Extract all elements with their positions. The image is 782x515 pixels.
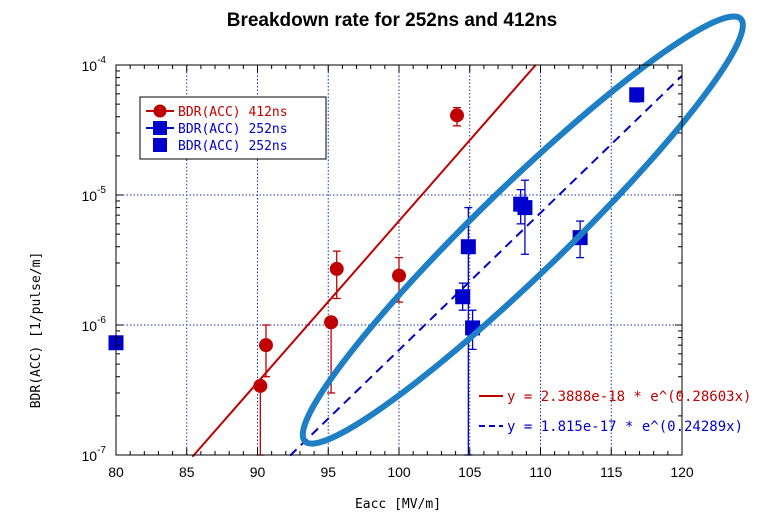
chart-title: Breakdown rate for 252ns and 412ns — [227, 10, 558, 31]
fit-line — [191, 64, 537, 458]
data-point-412ns — [329, 261, 344, 276]
y-tick-label: 10-4 — [82, 55, 107, 74]
y-tick-base: 10 — [82, 448, 98, 464]
highlight-ellipse — [299, 13, 746, 447]
x-tick-label: 105 — [458, 464, 482, 480]
data-point-412ns — [258, 338, 273, 353]
y-tick-label: 10-5 — [82, 185, 107, 204]
legend-marker — [153, 138, 167, 152]
x-tick-label: 80 — [108, 464, 124, 480]
y-tick-exponent: -7 — [97, 445, 106, 456]
legend-label: BDR(ACC) 412ns — [178, 105, 288, 120]
data-point-412ns — [392, 268, 406, 283]
data-point-412ns — [324, 315, 339, 330]
x-tick-label: 115 — [600, 464, 623, 480]
y-tick-base: 10 — [82, 188, 98, 204]
y-tick-exponent: -5 — [97, 185, 106, 196]
x-tick-label: 85 — [179, 464, 195, 480]
legend-label: BDR(ACC) 252ns — [178, 139, 288, 154]
data-point-412ns — [450, 108, 465, 123]
legend-marker — [153, 104, 167, 118]
y-tick-base: 10 — [82, 318, 98, 334]
legend-marker — [153, 121, 167, 135]
x-tick-label: 110 — [529, 464, 552, 480]
y-tick-label: 10-6 — [82, 315, 107, 334]
x-tick-label: 120 — [670, 464, 694, 480]
highlight-ellipse-shape — [299, 13, 746, 447]
fit-lines — [191, 64, 683, 458]
x-tick-label: 100 — [387, 464, 411, 480]
fit-equations: y = 2.3888e-18 * e^(0.28603x) y = 1.815e-… — [479, 389, 751, 435]
y-tick-base: 10 — [82, 58, 98, 74]
fit-equation: y = 1.815e-17 * e^(0.24289x) — [507, 419, 743, 435]
legend-label: BDR(ACC) 252ns — [178, 122, 288, 137]
x-tick-label: 95 — [320, 464, 336, 480]
data-point-252ns — [455, 289, 471, 305]
x-tick-label: 90 — [250, 464, 266, 480]
y-tick-exponent: -6 — [97, 315, 106, 326]
fit-line — [289, 75, 683, 457]
data-point-412ns — [253, 378, 268, 393]
y-axis-label: BDR(ACC) [1/pulse/m] — [29, 252, 44, 409]
data-point-252ns — [517, 200, 533, 216]
legend: BDR(ACC) 412ns BDR(ACC) 252ns BDR(ACC) 252… — [139, 96, 327, 160]
plot-frame — [115, 64, 683, 456]
data-point-252ns — [460, 239, 476, 255]
y-tick-label: 10-7 — [82, 445, 107, 464]
y-tick-exponent: -4 — [97, 55, 106, 66]
data-point-252ns — [629, 87, 645, 103]
x-axis-label: Eacc [MV/m] — [355, 497, 441, 512]
fit-equation: y = 2.3888e-18 * e^(0.28603x) — [507, 389, 751, 405]
